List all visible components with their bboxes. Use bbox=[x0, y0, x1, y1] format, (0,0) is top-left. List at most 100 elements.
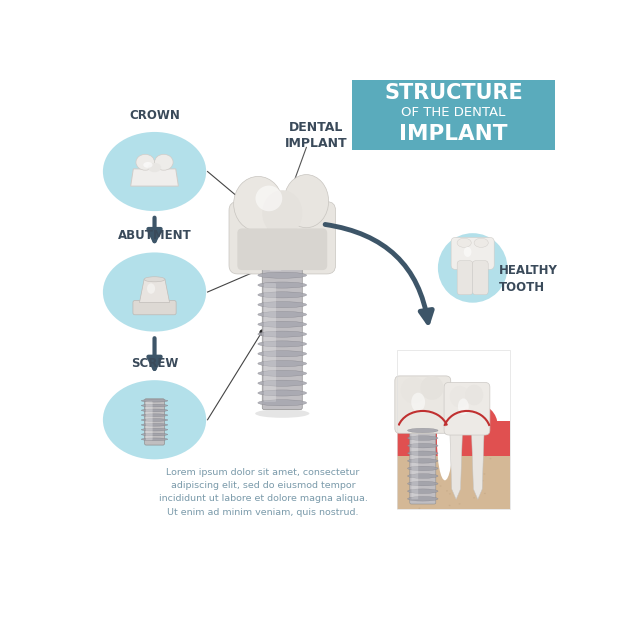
Ellipse shape bbox=[473, 497, 475, 498]
Ellipse shape bbox=[262, 190, 302, 236]
Text: OF THE DENTAL: OF THE DENTAL bbox=[401, 106, 506, 118]
Ellipse shape bbox=[438, 434, 439, 436]
Ellipse shape bbox=[445, 442, 447, 443]
Polygon shape bbox=[140, 279, 170, 302]
Ellipse shape bbox=[448, 463, 449, 464]
Ellipse shape bbox=[141, 438, 168, 441]
Ellipse shape bbox=[258, 312, 307, 317]
Ellipse shape bbox=[490, 458, 491, 459]
Ellipse shape bbox=[141, 409, 168, 412]
Ellipse shape bbox=[411, 393, 425, 412]
Ellipse shape bbox=[148, 163, 161, 172]
FancyBboxPatch shape bbox=[457, 260, 473, 295]
Text: DENTAL
IMPLANT: DENTAL IMPLANT bbox=[285, 121, 347, 150]
Text: ABUTMENT: ABUTMENT bbox=[118, 229, 192, 242]
Ellipse shape bbox=[408, 436, 438, 440]
Ellipse shape bbox=[233, 177, 283, 232]
Ellipse shape bbox=[483, 473, 485, 475]
Ellipse shape bbox=[258, 390, 307, 396]
FancyBboxPatch shape bbox=[133, 300, 176, 315]
Ellipse shape bbox=[476, 446, 478, 448]
Ellipse shape bbox=[141, 428, 168, 431]
Text: STRUCTURE: STRUCTURE bbox=[384, 83, 523, 103]
Ellipse shape bbox=[433, 479, 434, 480]
FancyBboxPatch shape bbox=[145, 399, 165, 445]
FancyBboxPatch shape bbox=[352, 80, 555, 150]
Ellipse shape bbox=[421, 376, 444, 400]
Ellipse shape bbox=[485, 455, 487, 457]
Ellipse shape bbox=[258, 331, 307, 337]
Ellipse shape bbox=[458, 398, 469, 415]
FancyBboxPatch shape bbox=[264, 283, 276, 402]
Ellipse shape bbox=[144, 277, 165, 282]
Ellipse shape bbox=[408, 443, 438, 448]
Ellipse shape bbox=[450, 386, 470, 408]
Ellipse shape bbox=[421, 455, 423, 456]
Ellipse shape bbox=[408, 489, 438, 493]
FancyArrowPatch shape bbox=[325, 225, 433, 322]
Ellipse shape bbox=[258, 282, 307, 288]
FancyBboxPatch shape bbox=[444, 382, 490, 435]
Ellipse shape bbox=[408, 496, 438, 501]
Ellipse shape bbox=[401, 377, 426, 403]
Ellipse shape bbox=[284, 175, 329, 228]
Ellipse shape bbox=[155, 154, 173, 170]
Ellipse shape bbox=[136, 154, 155, 170]
Ellipse shape bbox=[255, 409, 309, 418]
Ellipse shape bbox=[101, 379, 208, 461]
FancyBboxPatch shape bbox=[237, 228, 327, 270]
FancyBboxPatch shape bbox=[146, 401, 153, 440]
Ellipse shape bbox=[413, 454, 415, 455]
Ellipse shape bbox=[255, 185, 282, 211]
Ellipse shape bbox=[258, 400, 307, 406]
Ellipse shape bbox=[411, 470, 413, 472]
Ellipse shape bbox=[141, 419, 168, 421]
Ellipse shape bbox=[464, 247, 471, 257]
Ellipse shape bbox=[454, 404, 498, 446]
Ellipse shape bbox=[457, 239, 471, 247]
Text: CROWN: CROWN bbox=[129, 109, 180, 122]
Ellipse shape bbox=[436, 232, 509, 304]
Ellipse shape bbox=[258, 321, 307, 327]
Ellipse shape bbox=[446, 490, 448, 491]
Ellipse shape bbox=[141, 404, 168, 407]
Ellipse shape bbox=[141, 433, 168, 436]
Ellipse shape bbox=[141, 399, 168, 402]
Text: SCREW: SCREW bbox=[131, 357, 178, 370]
FancyBboxPatch shape bbox=[270, 264, 281, 271]
FancyBboxPatch shape bbox=[397, 366, 510, 421]
FancyBboxPatch shape bbox=[411, 434, 418, 500]
Ellipse shape bbox=[408, 428, 438, 433]
Ellipse shape bbox=[474, 239, 488, 247]
FancyBboxPatch shape bbox=[397, 421, 510, 456]
Ellipse shape bbox=[493, 453, 495, 454]
Ellipse shape bbox=[480, 431, 482, 433]
Ellipse shape bbox=[490, 444, 492, 446]
Ellipse shape bbox=[258, 341, 307, 347]
Ellipse shape bbox=[101, 251, 208, 333]
Ellipse shape bbox=[147, 284, 155, 294]
Ellipse shape bbox=[258, 371, 307, 376]
Ellipse shape bbox=[258, 272, 307, 279]
Ellipse shape bbox=[408, 481, 438, 486]
Ellipse shape bbox=[469, 443, 471, 444]
Ellipse shape bbox=[484, 493, 486, 494]
Ellipse shape bbox=[459, 503, 461, 505]
Ellipse shape bbox=[506, 437, 508, 439]
Text: HEALTHY
TOOTH: HEALTHY TOOTH bbox=[499, 264, 558, 294]
FancyBboxPatch shape bbox=[473, 260, 488, 295]
Ellipse shape bbox=[141, 424, 168, 426]
Ellipse shape bbox=[258, 302, 307, 308]
Ellipse shape bbox=[418, 508, 420, 509]
Ellipse shape bbox=[437, 398, 453, 480]
Text: Lorem ipsum dolor sit amet, consectetur
adipiscing elit, sed do eiusmod tempor
i: Lorem ipsum dolor sit amet, consectetur … bbox=[158, 468, 367, 516]
Ellipse shape bbox=[410, 473, 412, 474]
Ellipse shape bbox=[408, 466, 438, 471]
Ellipse shape bbox=[143, 162, 153, 168]
Ellipse shape bbox=[404, 406, 441, 444]
Ellipse shape bbox=[481, 480, 483, 481]
Polygon shape bbox=[267, 264, 297, 270]
Polygon shape bbox=[471, 430, 484, 500]
Ellipse shape bbox=[258, 351, 307, 357]
Ellipse shape bbox=[101, 131, 208, 212]
